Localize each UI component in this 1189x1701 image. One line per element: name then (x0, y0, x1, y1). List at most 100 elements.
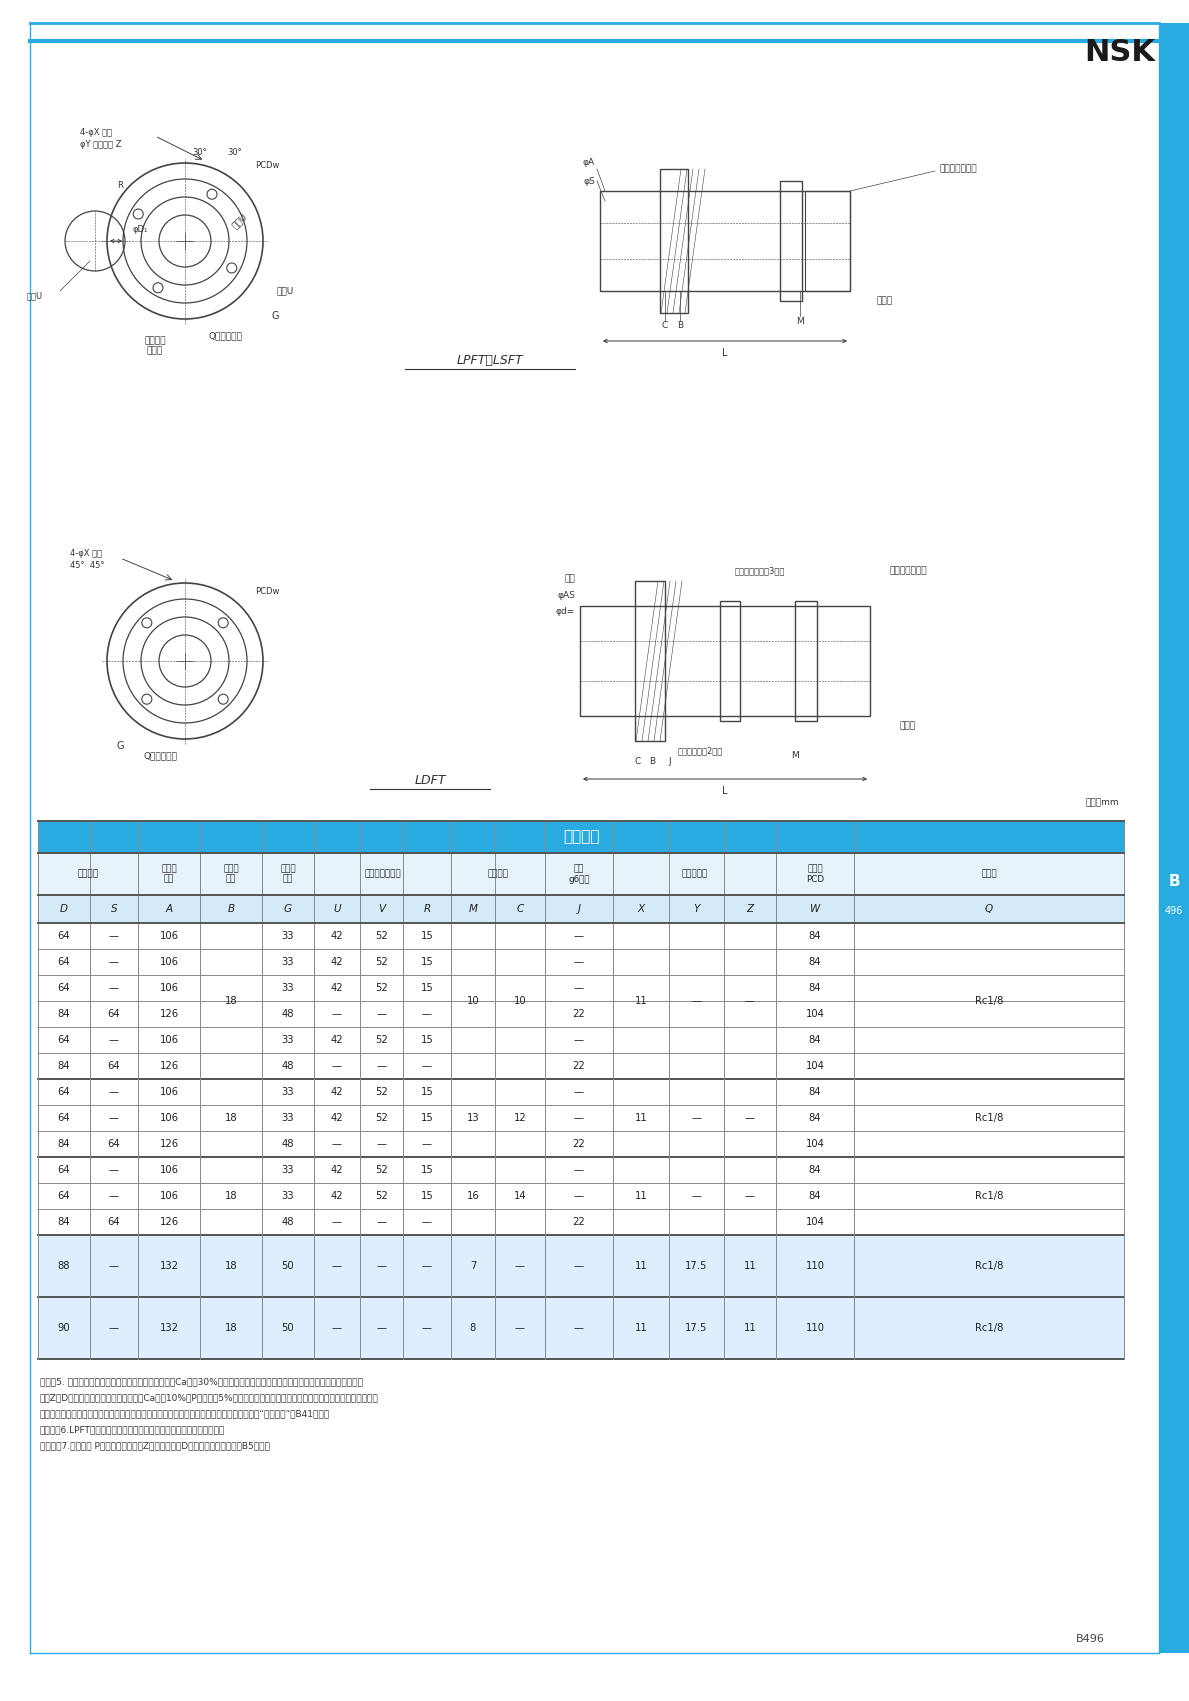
Text: 法兰盘
宽度: 法兰盘 宽度 (224, 864, 239, 885)
Text: 15: 15 (421, 1191, 433, 1201)
Text: B496: B496 (1076, 1635, 1105, 1643)
Text: 11: 11 (635, 1112, 647, 1123)
Text: 螺每尺寸: 螺每尺寸 (562, 830, 599, 844)
Text: 15: 15 (421, 1087, 433, 1097)
Text: —: — (574, 1165, 584, 1175)
Text: —: — (422, 1009, 432, 1019)
Bar (200, 895, 262, 924)
Text: 15: 15 (421, 958, 433, 966)
Bar (545, 852, 614, 895)
Circle shape (133, 209, 143, 219)
Text: 22: 22 (573, 1216, 585, 1226)
Text: 126: 126 (159, 1061, 178, 1072)
Text: Q（注油孔）: Q（注油孔） (143, 752, 177, 760)
Text: 106: 106 (159, 958, 178, 966)
Text: 18: 18 (225, 1323, 238, 1334)
Bar (451, 852, 545, 895)
Text: G: G (284, 903, 292, 913)
Text: 22: 22 (573, 1009, 585, 1019)
Text: 备注：5. 表中所示刚性值是在轴向负载为额定动负载（Ca）的30%时，根据螺纹轴底槽和滚珠间弹性位移量计算出的理论值；是: 备注：5. 表中所示刚性值是在轴向负载为额定动负载（Ca）的30%时，根据螺纹轴… (40, 1378, 363, 1386)
Text: 84: 84 (809, 1112, 822, 1123)
Text: —: — (377, 1140, 386, 1148)
Circle shape (141, 617, 152, 628)
Text: —: — (109, 930, 119, 941)
Text: —: — (574, 1323, 584, 1334)
Bar (38, 1182, 1124, 1209)
Text: —: — (109, 1323, 119, 1334)
Text: 42: 42 (331, 1112, 344, 1123)
Text: Q（注油孔）: Q（注油孔） (208, 332, 241, 340)
Bar (854, 852, 1124, 895)
Text: 110: 110 (805, 1260, 824, 1271)
Text: 法兰盘
切缺: 法兰盘 切缺 (281, 864, 296, 885)
Circle shape (219, 617, 228, 628)
Text: 42: 42 (331, 1191, 344, 1201)
Text: 螺栓孔尺寸: 螺栓孔尺寸 (681, 869, 707, 878)
Text: 64: 64 (58, 983, 70, 993)
Text: 15: 15 (421, 1034, 433, 1044)
Text: —: — (574, 1260, 584, 1271)
Text: 64: 64 (58, 930, 70, 941)
Text: 106: 106 (159, 930, 178, 941)
Bar (635, 582, 665, 742)
Text: 18: 18 (225, 1260, 238, 1271)
Bar (776, 895, 854, 924)
Text: —: — (332, 1140, 342, 1148)
Text: 33: 33 (282, 1165, 294, 1175)
Bar (451, 895, 495, 924)
Text: —: — (515, 1323, 526, 1334)
Text: 42: 42 (331, 983, 344, 993)
Text: 84: 84 (58, 1009, 70, 1019)
Text: 17.5: 17.5 (685, 1260, 707, 1271)
Text: 84: 84 (809, 1034, 822, 1044)
Text: 7: 7 (470, 1260, 476, 1271)
Text: 8: 8 (470, 1323, 476, 1334)
Text: —: — (574, 1034, 584, 1044)
Text: 42: 42 (331, 1087, 344, 1097)
Text: D: D (59, 903, 68, 913)
Text: 无密封: 无密封 (900, 721, 917, 730)
Text: 42: 42 (331, 1165, 344, 1175)
Text: 7.预压方式 P：超规锂球预压、Z：偏移预压、D：双螺每预压（请参照B5页）。: 7.预压方式 P：超规锂球预压、Z：偏移预压、D：双螺每预压（请参照B5页）。 (40, 1441, 270, 1449)
Text: NSK: NSK (1084, 39, 1156, 68)
Bar (38, 975, 1124, 1000)
Bar (614, 895, 669, 924)
Text: 16: 16 (466, 1191, 479, 1201)
Text: 496: 496 (1165, 907, 1183, 917)
Bar (38, 1131, 1124, 1157)
Bar (38, 1106, 1124, 1131)
Text: —: — (574, 1087, 584, 1097)
Text: 106: 106 (159, 1087, 178, 1097)
Text: LDFT: LDFT (414, 774, 446, 788)
Bar (38, 1027, 1124, 1053)
Bar (776, 852, 854, 895)
Text: 螺每外径: 螺每外径 (77, 869, 99, 878)
Text: φA: φA (583, 158, 594, 167)
Bar (138, 852, 200, 895)
Text: 带密封（两端）: 带密封（两端） (940, 165, 977, 174)
Text: 螺栓孔
PCD: 螺栓孔 PCD (806, 864, 824, 885)
Text: —: — (422, 1216, 432, 1226)
Text: —: — (109, 1165, 119, 1175)
Text: 106: 106 (159, 1112, 178, 1123)
Bar (38, 1209, 1124, 1235)
Text: 104: 104 (806, 1216, 824, 1226)
Text: 18: 18 (225, 1191, 238, 1201)
Text: 50: 50 (282, 1260, 295, 1271)
Text: L: L (722, 786, 728, 796)
Text: 90: 90 (58, 1323, 70, 1334)
Bar (724, 895, 776, 924)
Text: 64: 64 (108, 1216, 120, 1226)
Text: —: — (332, 1323, 342, 1334)
Text: L: L (722, 349, 728, 357)
Text: —: — (109, 1087, 119, 1097)
Text: Z、D预压品的预压量为额定动负载（Ca）的10%、P预压品为5%的情况下，根据螺纹轴底槽和滚珠间的弹性位移量计算出的理: Z、D预压品的预压量为额定动负载（Ca）的10%、P预压品为5%的情况下，根据螺… (40, 1393, 379, 1402)
Text: 64: 64 (108, 1140, 120, 1148)
Text: —: — (377, 1260, 386, 1271)
Text: φAS: φAS (558, 592, 575, 600)
Text: C: C (662, 321, 668, 330)
Text: —: — (574, 1112, 584, 1123)
Text: M: M (797, 316, 804, 325)
Bar (360, 895, 403, 924)
Bar (1159, 24, 1189, 1653)
